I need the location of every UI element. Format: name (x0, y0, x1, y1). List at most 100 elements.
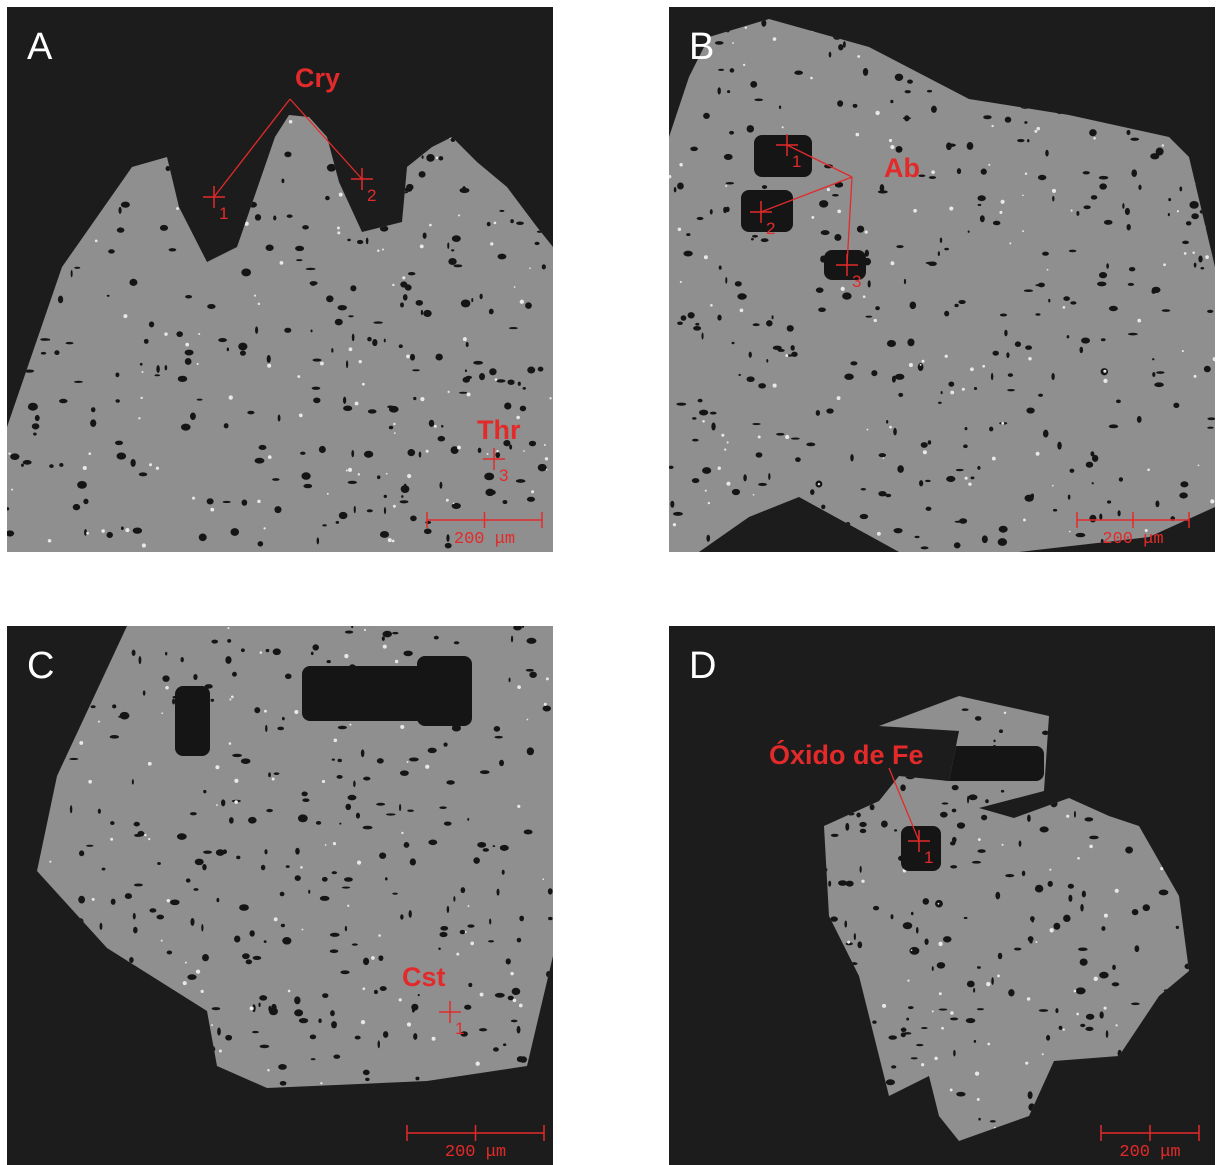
pore (176, 331, 183, 337)
pore (439, 932, 447, 937)
pore (523, 387, 526, 390)
bright-grain (272, 778, 275, 781)
pore (1085, 1027, 1093, 1031)
pore (686, 233, 690, 236)
pore (954, 304, 958, 307)
bright-grain (407, 474, 411, 478)
bright-grain (520, 300, 524, 304)
bright-grain (970, 367, 974, 371)
bright-grain (702, 420, 705, 423)
bright-grain (349, 347, 353, 351)
pore (977, 966, 981, 969)
bright-grain (1163, 263, 1166, 266)
pore (1200, 267, 1204, 269)
pore (425, 521, 431, 524)
bright-grain (668, 175, 671, 178)
pore (921, 546, 929, 549)
pore (959, 518, 967, 524)
bright-grain (392, 540, 395, 543)
pore (473, 361, 483, 365)
pore (819, 200, 828, 208)
pore (178, 376, 188, 382)
pore (924, 938, 928, 944)
bright-grain (201, 990, 204, 993)
pore (950, 1017, 958, 1020)
pore (673, 512, 683, 516)
pore (86, 845, 93, 847)
pore (84, 529, 87, 536)
pore (199, 534, 207, 542)
bright-grain (1001, 200, 1005, 204)
pore (451, 249, 454, 251)
bright-grain (274, 917, 278, 921)
pore (392, 632, 398, 635)
bright-grain (519, 1004, 523, 1008)
pore (1207, 427, 1214, 429)
pore (377, 475, 380, 479)
pore (865, 316, 872, 318)
pore (253, 956, 262, 960)
bright-grain (86, 532, 89, 535)
pore (419, 451, 422, 457)
pore (266, 809, 273, 812)
bright-grain (395, 660, 398, 663)
pore (157, 862, 161, 865)
bright-grain (1028, 357, 1031, 360)
pore (74, 267, 80, 269)
bright-grain (743, 64, 745, 66)
bright-grain (420, 244, 424, 248)
pore (317, 537, 320, 544)
pore (471, 298, 473, 302)
pore (905, 90, 911, 93)
pore (300, 452, 305, 455)
pore (761, 238, 769, 242)
pore (139, 472, 148, 476)
pore (79, 850, 84, 856)
pore (828, 881, 831, 887)
pore (340, 970, 349, 974)
bright-grain (383, 645, 387, 649)
pore (203, 790, 206, 793)
pore (255, 458, 265, 464)
pore (806, 443, 815, 447)
bright-grain (740, 308, 744, 312)
pore (311, 330, 313, 333)
bright-grain (8, 452, 10, 454)
pore (946, 476, 955, 482)
point-number: 3 (499, 466, 508, 485)
pore (318, 1018, 321, 1023)
bright-grain (1103, 370, 1106, 373)
pore (366, 238, 369, 245)
pore (216, 898, 219, 902)
pore (331, 348, 333, 353)
pore (207, 498, 214, 504)
bright-grain (679, 163, 682, 166)
pore (981, 169, 987, 175)
pore (1143, 904, 1150, 911)
bright-grain (1177, 210, 1179, 212)
pore (752, 235, 758, 238)
pore (421, 310, 423, 315)
pore (749, 352, 752, 358)
pore (489, 309, 492, 314)
pore (232, 672, 237, 677)
pore (494, 736, 503, 739)
bright-grain (517, 805, 520, 808)
pore (285, 674, 292, 680)
pore (754, 98, 763, 101)
pore (132, 779, 134, 784)
bright-grain (197, 363, 199, 365)
bright-grain (999, 211, 1002, 214)
pore (711, 423, 715, 431)
bright-grain (176, 207, 179, 210)
bright-grain (710, 304, 713, 307)
pore (281, 924, 285, 927)
pore (74, 381, 83, 383)
pore (991, 977, 994, 985)
pore (342, 887, 351, 889)
scale-bar-label: 200 μm (1119, 1143, 1180, 1162)
bright-grain (1036, 452, 1040, 456)
pore (258, 541, 264, 546)
pore (330, 1010, 335, 1016)
pore (1080, 958, 1088, 965)
